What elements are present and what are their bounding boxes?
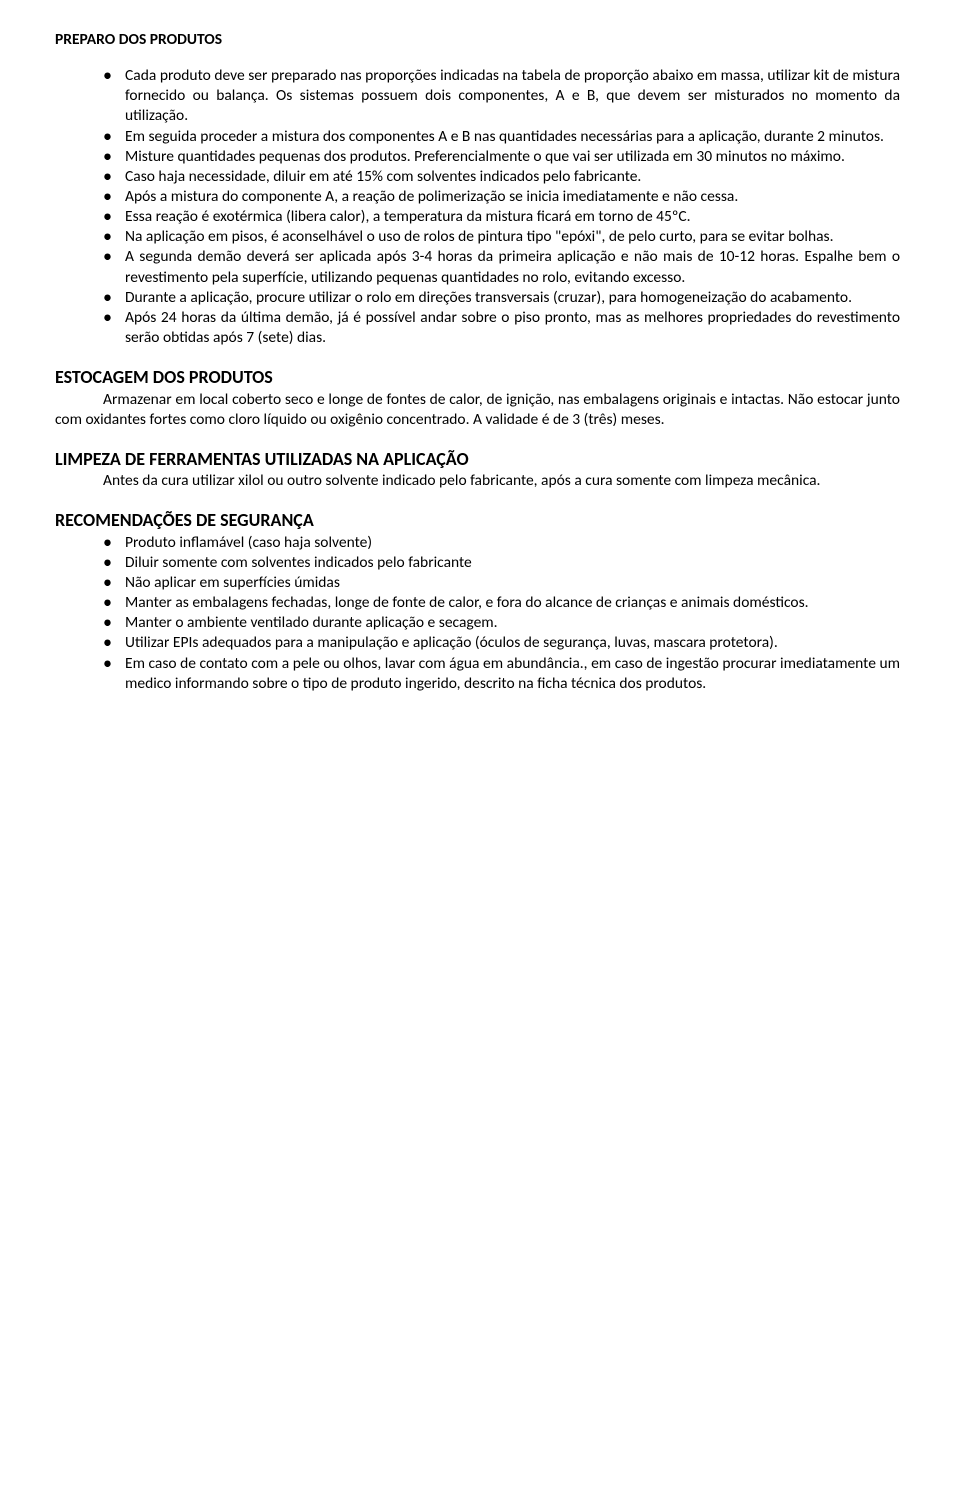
list-item: Misture quantidades pequenas dos produto…	[103, 147, 900, 167]
list-item: Essa reação é exotérmica (libera calor),…	[103, 207, 900, 227]
list-item: Não aplicar em superfícies úmidas	[103, 573, 900, 593]
list-item: Produto inflamável (caso haja solvente)	[103, 533, 900, 553]
list-item: Na aplicação em pisos, é aconselhável o …	[103, 227, 900, 247]
limpeza-paragraph: Antes da cura utilizar xilol ou outro so…	[55, 471, 900, 491]
list-item: Durante a aplicação, procure utilizar o …	[103, 288, 900, 308]
section-heading-estocagem: ESTOCAGEM DOS PRODUTOS	[55, 366, 900, 389]
section-heading-preparo: PREPARO DOS PRODUTOS	[55, 30, 900, 50]
list-item: Em seguida proceder a mistura dos compon…	[103, 127, 900, 147]
seguranca-list: Produto inflamável (caso haja solvente) …	[103, 533, 900, 694]
section-heading-limpeza: LIMPEZA DE FERRAMENTAS UTILIZADAS NA APL…	[55, 448, 900, 471]
list-item: Caso haja necessidade, diluir em até 15%…	[103, 167, 900, 187]
list-item: Utilizar EPIs adequados para a manipulaç…	[103, 633, 900, 653]
list-item: A segunda demão deverá ser aplicada após…	[103, 247, 900, 287]
preparo-list: Cada produto deve ser preparado nas prop…	[103, 66, 900, 348]
list-item: Em caso de contato com a pele ou olhos, …	[103, 654, 900, 694]
list-item: Após a mistura do componente A, a reação…	[103, 187, 900, 207]
list-item: Manter o ambiente ventilado durante apli…	[103, 613, 900, 633]
list-item: Após 24 horas da última demão, já é poss…	[103, 308, 900, 348]
list-item: Diluir somente com solventes indicados p…	[103, 553, 900, 573]
list-item: Cada produto deve ser preparado nas prop…	[103, 66, 900, 126]
list-item: Manter as embalagens fechadas, longe de …	[103, 593, 900, 613]
estocagem-paragraph: Armazenar em local coberto seco e longe …	[55, 390, 900, 430]
section-heading-seguranca: RECOMENDAÇÕES DE SEGURANÇA	[55, 509, 900, 532]
